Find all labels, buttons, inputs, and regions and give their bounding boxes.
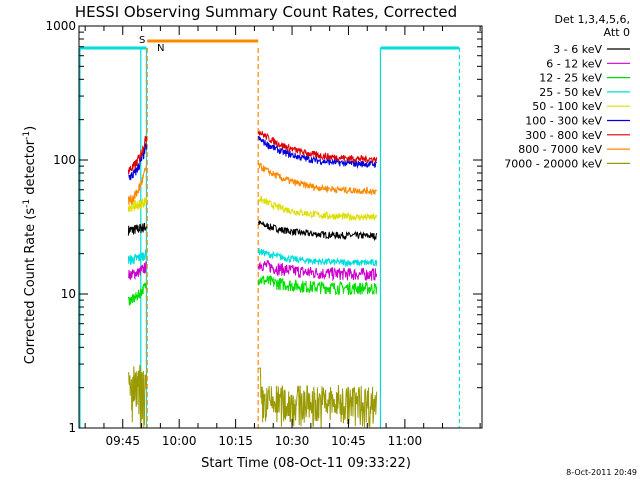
series-line-2 <box>127 274 378 306</box>
series-line-5 <box>128 136 378 181</box>
flag-label-n: N <box>157 43 164 54</box>
flag-label-s: S <box>139 35 145 46</box>
plot-frame <box>78 25 483 429</box>
legend-entry-label: 800 - 7000 keV <box>518 143 602 156</box>
x-tick-label: 10:00 <box>162 434 197 448</box>
series-line-3 <box>127 248 378 268</box>
x-tick-label: 09:45 <box>105 434 140 448</box>
legend-entry-label: 6 - 12 keV <box>546 57 602 70</box>
legend-entry-label: 50 - 100 keV <box>532 100 602 113</box>
legend-entry-label: 25 - 50 keV <box>539 86 602 99</box>
legend-entry-label: 300 - 800 keV <box>525 129 602 142</box>
y-tick-label: 10 <box>61 287 76 301</box>
x-axis-label: Start Time (08-Oct-11 09:33:22) <box>201 456 411 471</box>
y-tick-label: 100 <box>53 153 76 167</box>
y-tick-label: 1000 <box>45 19 76 33</box>
x-tick-label: 10:30 <box>275 434 310 448</box>
data-series-layer <box>127 129 378 429</box>
legend-entry-label: 100 - 300 keV <box>525 115 602 128</box>
series-line-4 <box>127 195 378 222</box>
y-tick-label: 1 <box>68 421 76 435</box>
legend-header-line: Att 0 <box>604 26 630 39</box>
series-line-6 <box>127 129 378 175</box>
series-line-0 <box>127 220 378 242</box>
y-axis-label: Corrected Count Rate (s-1 detector-1) <box>22 126 38 364</box>
series-line-7 <box>127 161 378 206</box>
legend-entry-label: 7000 - 20000 keV <box>504 157 602 170</box>
plot-background: SN <box>79 35 461 428</box>
legend-entry-label: 12 - 25 keV <box>539 72 602 85</box>
legend-entry-label: 3 - 6 keV <box>553 43 602 56</box>
legend-header-line: Det 1,3,4,5,6, <box>554 13 630 26</box>
x-tick-label: 10:15 <box>218 434 253 448</box>
series-line-8 <box>128 364 378 429</box>
chart-title: HESSI Observing Summary Count Rates, Cor… <box>75 3 457 21</box>
series-line-1 <box>128 260 378 282</box>
x-tick-label: 10:45 <box>331 434 366 448</box>
x-tick-label: 11:00 <box>388 434 423 448</box>
axes: 1 10 100 1000 09:45 10:00 10:15 10:30 10:45 11:00 <box>45 19 483 448</box>
timestamp-label: 8-Oct-2011 20:49 <box>566 468 637 477</box>
